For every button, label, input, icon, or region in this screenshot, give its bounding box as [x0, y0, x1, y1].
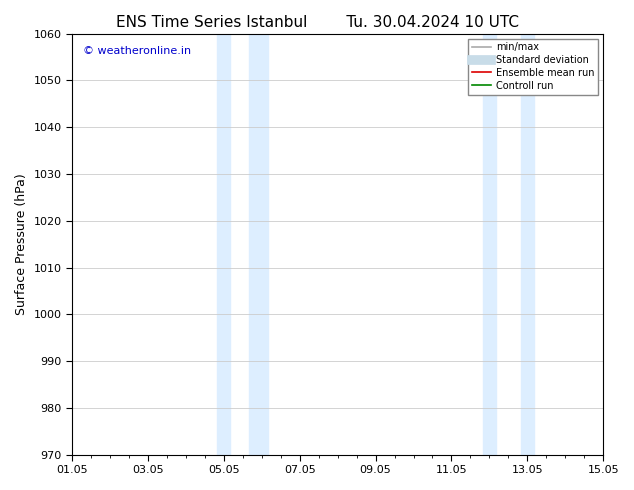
- Text: © weatheronline.in: © weatheronline.in: [82, 47, 191, 56]
- Bar: [521, 34, 534, 455]
- Bar: [217, 34, 230, 455]
- Legend: min/max, Standard deviation, Ensemble mean run, Controll run: min/max, Standard deviation, Ensemble me…: [468, 39, 598, 95]
- Text: ENS Time Series Istanbul        Tu. 30.04.2024 10 UTC: ENS Time Series Istanbul Tu. 30.04.2024 …: [115, 15, 519, 30]
- Bar: [249, 34, 268, 455]
- Y-axis label: Surface Pressure (hPa): Surface Pressure (hPa): [15, 173, 28, 315]
- Bar: [483, 34, 496, 455]
